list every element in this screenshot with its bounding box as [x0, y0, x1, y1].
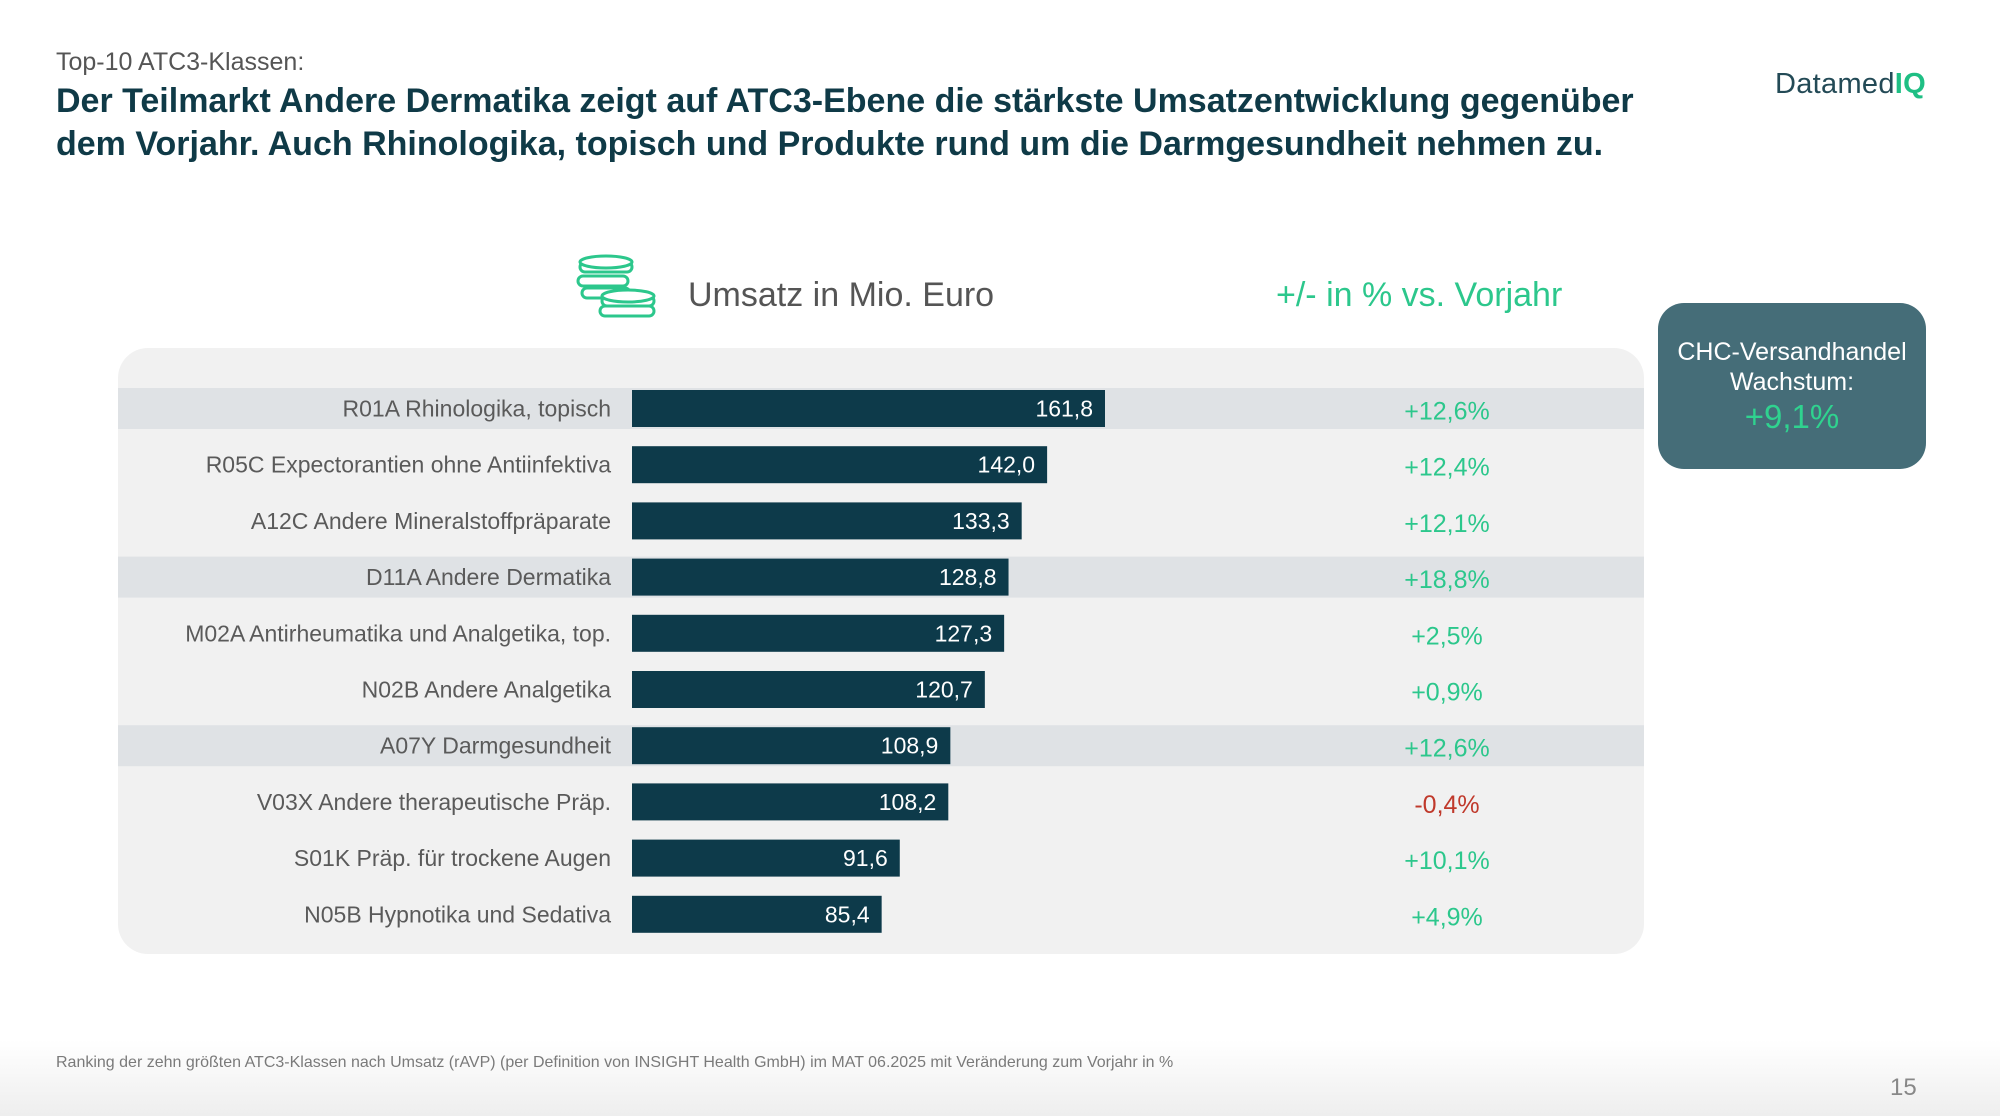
category-label: S01K Präp. für trockene Augen: [294, 845, 611, 871]
value-label: 108,2: [879, 789, 937, 815]
category-label: R05C Expectorantien ohne Antiinfektiva: [206, 452, 612, 478]
sales-column-header: Umsatz in Mio. Euro: [688, 276, 995, 314]
bar: [632, 390, 1105, 427]
bar: [632, 839, 900, 877]
coins-icon: [576, 254, 656, 318]
category-label: A07Y Darmgesundheit: [380, 733, 612, 759]
growth-box-label: CHC-Versandhandel Wachstum:: [1677, 338, 1907, 396]
bar: [632, 614, 1005, 652]
value-label: 128,8: [939, 564, 997, 590]
value-label: 108,9: [881, 733, 939, 759]
bar: [632, 671, 985, 708]
change-label: +0,9%: [1411, 679, 1483, 707]
change-label: +12,4%: [1404, 454, 1490, 482]
change-label: +2,5%: [1411, 622, 1483, 650]
category-label: D11A Andere Dermatika: [366, 564, 611, 590]
logo-text: Datamed: [1775, 68, 1895, 100]
bar: [632, 446, 1048, 484]
change-label: +12,6%: [1404, 735, 1490, 763]
category-label: V03X Andere therapeutische Präp.: [257, 789, 611, 815]
logo-accent: IQ: [1894, 68, 1926, 100]
value-label: 120,7: [915, 677, 973, 703]
page-number: 15: [1890, 1074, 1917, 1101]
footer-shade: [0, 1040, 2000, 1116]
change-label: +4,9%: [1411, 903, 1483, 931]
slide-headline: Der Teilmarkt Andere Dermatika zeigt auf…: [56, 82, 1634, 163]
category-label: A12C Andere Mineralstoffpräparate: [251, 508, 611, 534]
value-label: 142,0: [978, 452, 1036, 478]
category-label: N05B Hypnotika und Sedativa: [304, 901, 611, 927]
value-label: 133,3: [952, 508, 1010, 534]
bar: [632, 895, 882, 933]
category-label: M02A Antirheumatika und Analgetika, top.: [185, 620, 611, 646]
change-label: +12,1%: [1404, 510, 1490, 538]
slide-kicker: Top-10 ATC3-Klassen:: [56, 48, 305, 76]
datamediq-logo: DatamedIQ: [1775, 68, 1926, 101]
bar: [632, 502, 1022, 540]
change-column-header: +/- in % vs. Vorjahr: [1276, 276, 1563, 314]
category-label: R01A Rhinologika, topisch: [343, 396, 612, 422]
bar: [632, 558, 1009, 596]
value-label: 161,8: [1035, 396, 1093, 422]
bar: [632, 727, 951, 765]
change-label: -0,4%: [1414, 791, 1479, 819]
change-label: +12,6%: [1404, 398, 1490, 426]
category-label: N02B Andere Analgetika: [362, 677, 612, 703]
growth-box-value: +9,1%: [1744, 398, 1840, 435]
footnote: Ranking der zehn größten ATC3-Klassen na…: [56, 1054, 1174, 1071]
growth-box: CHC-Versandhandel Wachstum: +9,1%: [1658, 303, 1926, 469]
change-label: +10,1%: [1404, 847, 1490, 875]
bar: [632, 783, 949, 821]
value-label: 85,4: [825, 901, 870, 927]
value-label: 127,3: [935, 620, 993, 646]
change-label: +18,8%: [1404, 566, 1490, 594]
value-label: 91,6: [843, 845, 888, 871]
